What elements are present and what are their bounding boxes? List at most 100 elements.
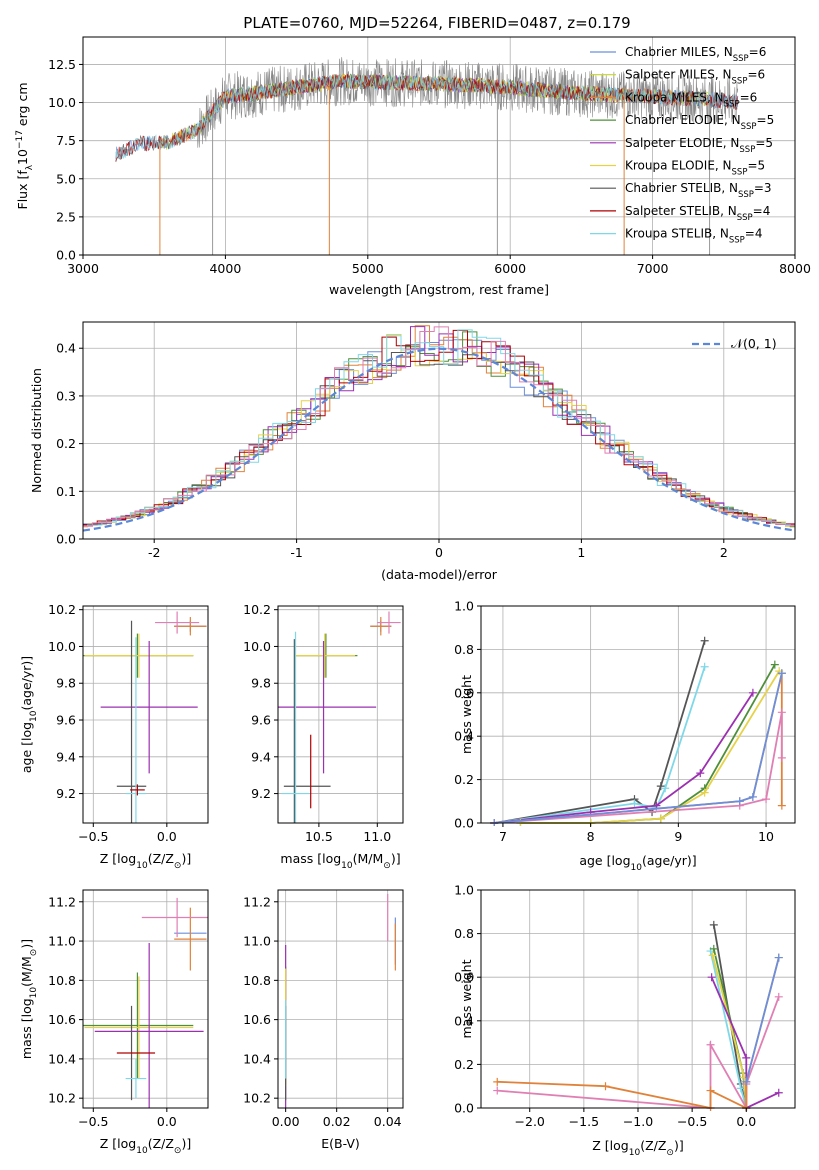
x-tick-label: −1.0 (623, 1114, 653, 1129)
legend-entry: Salpeter ELODIE, NSSP=5 (625, 136, 773, 155)
x-tick-label: 5000 (352, 261, 384, 276)
weight-lines (493, 920, 783, 1111)
x-tick-label: 8 (587, 829, 595, 844)
gaussian-curve (83, 347, 795, 532)
axis-label-part: ⊙ (29, 949, 39, 957)
axis-label-part: 10 (136, 861, 148, 871)
spectrum-lines (115, 57, 739, 255)
weight-point (774, 953, 783, 962)
y-tick-label: 0.6 (454, 970, 474, 985)
legend-entry: Chabrier STELIB, NSSP=3 (625, 181, 772, 200)
weight-point (748, 688, 757, 697)
weight-vs-metallicity-panel: −2.0 −1.5 −1.0 −0.5 0.0 0.0 0.2 0.4 0.6 0.8 1.0 Z [… (454, 883, 796, 1158)
y-tick-label: 0.3 (56, 388, 76, 403)
axis-label-part: (age/yr)] (19, 656, 34, 711)
y-tick-label: 10.6 (243, 1012, 271, 1027)
plot-frame (480, 605, 796, 824)
y-tick-label: 0.1 (56, 484, 76, 499)
weight-point (777, 708, 786, 717)
legend-entry: Chabrier MILES, NSSP=6 (625, 45, 766, 64)
weight-point (735, 797, 744, 806)
y-tick-label: 11.0 (243, 934, 271, 949)
y-tick-label: 2.5 (56, 209, 76, 224)
weight-point (742, 1077, 751, 1086)
weight-point (656, 782, 665, 791)
axis-label-part: (M/M (19, 956, 34, 987)
axis-label-part: 10 (136, 1146, 148, 1156)
x-tick-label: −0.5 (78, 1114, 108, 1129)
spectrum-panel: 3000 4000 5000 6000 7000 8000 0.0 2.5 5.0 7.5 10.0… (15, 36, 811, 297)
axis-label-part: λ (25, 164, 35, 170)
weight-point (601, 1082, 610, 1091)
x-tick-label: 11.0 (363, 829, 391, 844)
axis-label-part: )] (181, 851, 191, 866)
x-tick-label: 0.0 (736, 1114, 756, 1129)
legend-entry: Salpeter MILES, NSSP=6 (625, 68, 765, 87)
y-axis-label: mass [log10(M/M⊙)] (19, 939, 39, 1059)
plot-frame (82, 605, 209, 824)
axis-label-part: erg cm (15, 82, 30, 130)
x-tick-label: 4000 (209, 261, 241, 276)
mass-vs-extinction-panel: 0.00 0.02 0.04 10.2 10.4 10.6 10.8 11.0 11.2 E(B-… (243, 889, 404, 1151)
axis-label-part: ⊙ (666, 1148, 674, 1158)
x-tick-label: 0.00 (272, 1114, 300, 1129)
y-tick-label: 11.2 (243, 894, 271, 909)
y-tick-label: 0.2 (454, 1057, 474, 1072)
plot-frame (277, 889, 404, 1109)
weight-point (696, 769, 705, 778)
weight-point (700, 662, 709, 671)
y-tick-label: 0.4 (454, 1013, 474, 1028)
y-tick-label: 0.2 (454, 772, 474, 787)
x-tick-label: 7 (499, 829, 507, 844)
y-tick-label: 10.2 (48, 1091, 76, 1106)
weight-point (661, 784, 670, 793)
error-bars (285, 893, 396, 1108)
y-tick-label: 0.0 (454, 816, 474, 831)
weight-point (493, 1086, 502, 1095)
y-axis-label: Flux [fλ10−17 erg cm (15, 82, 35, 209)
axis-label-part: age [log (19, 722, 34, 773)
weight-point (742, 1053, 751, 1062)
weight-series-0 (494, 640, 706, 824)
y-tick-label: 10.0 (243, 639, 271, 654)
weight-series-5 (497, 996, 780, 1111)
x-tick-label: 2 (720, 545, 728, 560)
axis-label-part: (Z/Z (640, 1138, 666, 1153)
weight-point (777, 753, 786, 762)
y-tick-label: 0.8 (454, 642, 474, 657)
y-tick-label: 0.2 (56, 436, 76, 451)
x-tick-label: -2 (148, 545, 160, 560)
weight-point (777, 801, 786, 810)
legend-entry: Kroupa ELODIE, NSSP=5 (625, 159, 765, 178)
weight-point (700, 788, 709, 797)
x-tick-label: 3000 (67, 261, 99, 276)
model-spectrum-7 (115, 73, 739, 162)
legend: Chabrier MILES, NSSP=6 Salpeter MILES, NS… (590, 45, 774, 246)
weight-point (709, 920, 718, 929)
axis-label-part: )] (181, 1136, 191, 1151)
error-bars (278, 611, 401, 823)
y-tick-label: 10.0 (48, 95, 76, 110)
plot-frame (82, 889, 209, 1109)
weight-series-7 (494, 673, 783, 824)
y-tick-label: 1.0 (454, 599, 474, 614)
y-tick-label: 11.0 (48, 934, 76, 949)
x-axis-label: mass [log10(M/M⊙)] (280, 851, 400, 871)
weight-lines (490, 636, 786, 826)
y-tick-label: 0.0 (56, 532, 76, 547)
y-tick-label: 9.4 (56, 749, 76, 764)
age-vs-mass-panel: 10.5 11.0 9.2 9.4 9.6 9.8 10.0 10.2 mass [log10(… (243, 602, 404, 871)
y-axis-label: mass weight (459, 959, 474, 1038)
axis-label-part: mass [log (19, 998, 34, 1059)
age-vs-metallicity-panel: −0.5 0.09.29.49.69.810.010.2Z [log10(Z/Z⊙… (19, 602, 209, 871)
legend-entry: 𝒩(0, 1) (731, 336, 777, 351)
legend-entry: Salpeter STELIB, NSSP=4 (625, 204, 770, 223)
mass-vs-metallicity-panel: −0.5 0.010.210.410.610.811.011.2Z [log10(… (19, 889, 209, 1156)
y-tick-label: 1.0 (454, 883, 474, 898)
x-tick-label: 7000 (637, 261, 669, 276)
weight-point (706, 1040, 715, 1049)
x-tick-label: 9 (674, 829, 682, 844)
weight-point (493, 1077, 502, 1086)
x-tick-label: 8000 (779, 261, 811, 276)
